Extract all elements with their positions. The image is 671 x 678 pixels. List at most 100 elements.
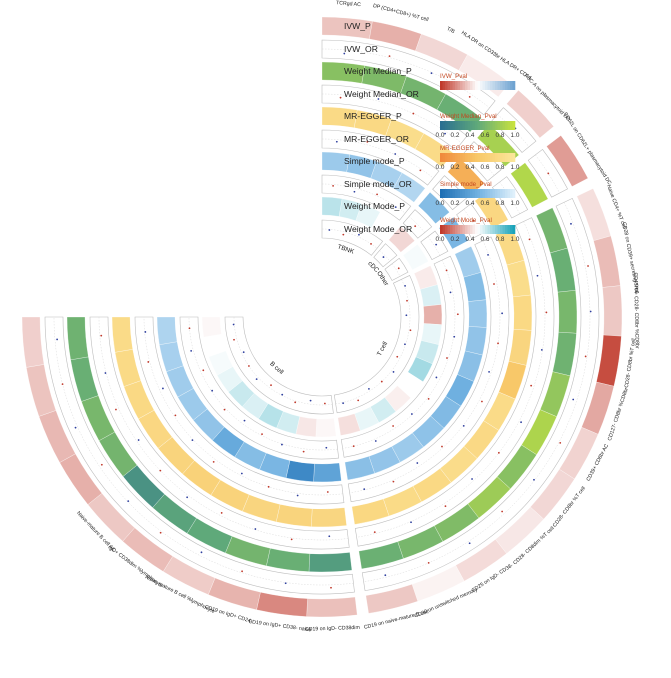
ring-labels: IVW_P IVW_OR Weight Median_P Weight Median_… [344,21,419,234]
legend-tick: 0.6 [481,164,490,171]
or-point [533,478,535,481]
legend-swatch [447,121,451,130]
legend-swatch [505,81,508,90]
legend-title: Weight Median_Pval [440,113,497,120]
or-point [427,397,430,400]
heatmap-cell-sm-p [393,172,426,203]
legend-swatch [442,225,446,234]
or-point [261,433,263,435]
or-point [373,531,376,534]
or-point [487,253,489,256]
legend-swatch [452,225,456,234]
or-track-egger [347,236,510,503]
or-point [328,535,331,538]
or-point [191,439,194,441]
legend-swatch [482,225,486,234]
legend-swatch [472,121,476,130]
ring-label: MR-EGGER_P [344,111,402,121]
legend-tick: 1.0 [511,200,520,207]
legend-swatch [455,189,458,198]
or-point [501,510,504,513]
or-point [392,371,395,373]
or-point [430,72,433,75]
legend-swatch [495,153,498,162]
legend-swatch [505,153,508,162]
or-point [323,402,326,405]
or-point [162,387,164,390]
legend-tick: 0.8 [496,200,505,207]
legend-swatch [445,189,448,198]
or-track-wmode [384,257,409,281]
legend-swatch [472,225,476,234]
legend-swatch [502,225,506,234]
heatmap-cell-sm-p [313,462,342,483]
heatmap-cell-egger-p [351,498,390,525]
legend-swatch [502,81,506,90]
heatmap-cell-ivw-p [593,235,621,288]
or-point [405,314,408,317]
or-point [370,243,372,245]
or-point [462,424,465,427]
legend: IVW_Pval Weight Median_Pval 0.0 0.2 0.4 0.6 0.… [436,73,520,243]
or-midline-ivw [321,48,490,108]
or-point [343,52,346,55]
legend-swatch [500,189,503,198]
legend-swatch [440,225,443,234]
or-point [241,570,243,573]
legend-swatch [442,121,446,130]
or-point [115,408,117,411]
or-point [406,299,408,302]
or-track-ivw [321,39,496,116]
or-point [190,349,193,352]
heatmap-cell-ivw-p [506,90,554,139]
legend-swatch [502,189,506,198]
legend-swatch [475,189,478,198]
legend-title: IVW_Pval [440,73,467,80]
or-point [377,98,380,100]
or-point [540,348,543,351]
legend-swatch [497,153,501,162]
heatmap-cell-wm-p [557,290,578,334]
or-point [352,445,355,448]
heatmap-cell-egger-p [275,504,313,527]
legend-swatch [450,225,453,234]
or-track-sm [420,230,449,261]
or-point [414,225,417,228]
or-point [587,265,589,267]
or-point [409,329,412,332]
or-point [330,586,332,589]
legend-swatch [445,81,448,90]
or-midline-ivw [53,316,354,586]
legend-swatch [495,225,498,234]
legend-tick: 0.4 [466,164,475,171]
legend-swatch [462,81,466,90]
ring-label: IVW_P [344,21,371,31]
legend-swatch [477,81,481,90]
heatmap-rings [21,16,623,618]
legend-swatch [465,225,468,234]
heatmap-cell-ivw-p [256,592,308,617]
legend-swatch [477,189,481,198]
legend-swatch [470,153,473,162]
heatmap-cell-wmode-p [201,316,222,338]
trait-label: CD28- CD8br %T cell [624,338,637,388]
or-point [240,472,243,475]
heatmap-cell-sm-p [463,272,487,302]
legend-swatch [505,189,508,198]
or-point [342,402,345,405]
or-midline-sm [188,316,338,451]
trait-label: T/B [446,26,456,35]
legend-swatch [505,121,508,130]
or-track-sm [402,209,433,239]
legend-swatch [497,121,501,130]
or-point [328,229,331,231]
legend-swatch [452,153,456,162]
legend-swatch [505,225,508,234]
legend-swatch [450,81,453,90]
legend-swatch [472,153,476,162]
legend-swatch [440,153,443,162]
heatmap-cell-ivw-p [546,135,589,187]
heatmap-cell-wmode-p [371,211,398,238]
legend-swatch [482,189,486,198]
or-point [501,312,504,315]
